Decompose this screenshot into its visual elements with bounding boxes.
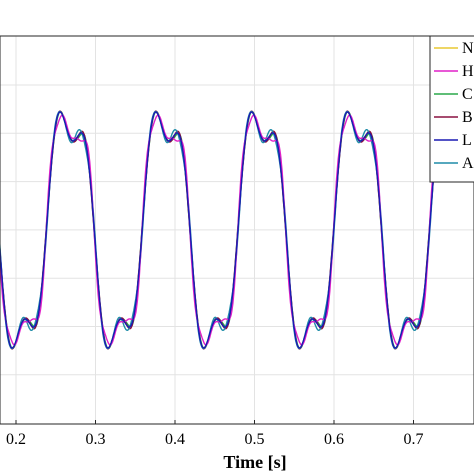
x-tick-label: 0.6 (324, 431, 344, 448)
x-tick-labels: 0.20.30.40.50.60.70 (6, 420, 424, 448)
series-line-H (0, 114, 454, 346)
legend-label-H: H (462, 63, 474, 80)
series-lines (0, 110, 454, 350)
legend-label-N: N (462, 40, 474, 57)
legend-label-B: B (462, 109, 473, 126)
legend-box (429, 35, 474, 183)
legend-label-C: C (462, 86, 473, 103)
legend-label-L: L (462, 132, 472, 149)
x-tick-label: 0.5 (245, 431, 265, 448)
series-line-L (0, 111, 454, 349)
x-tick-label: 0.2 (6, 431, 26, 448)
legend-label-A: A (462, 155, 474, 172)
plot-frame (0, 35, 474, 425)
x-tick-label: 0.3 (86, 431, 106, 448)
x-tick-label: 0.4 (165, 431, 185, 448)
x-axis-label: Time [s] (223, 452, 286, 472)
x-tick-label: 0.7 (404, 431, 424, 448)
